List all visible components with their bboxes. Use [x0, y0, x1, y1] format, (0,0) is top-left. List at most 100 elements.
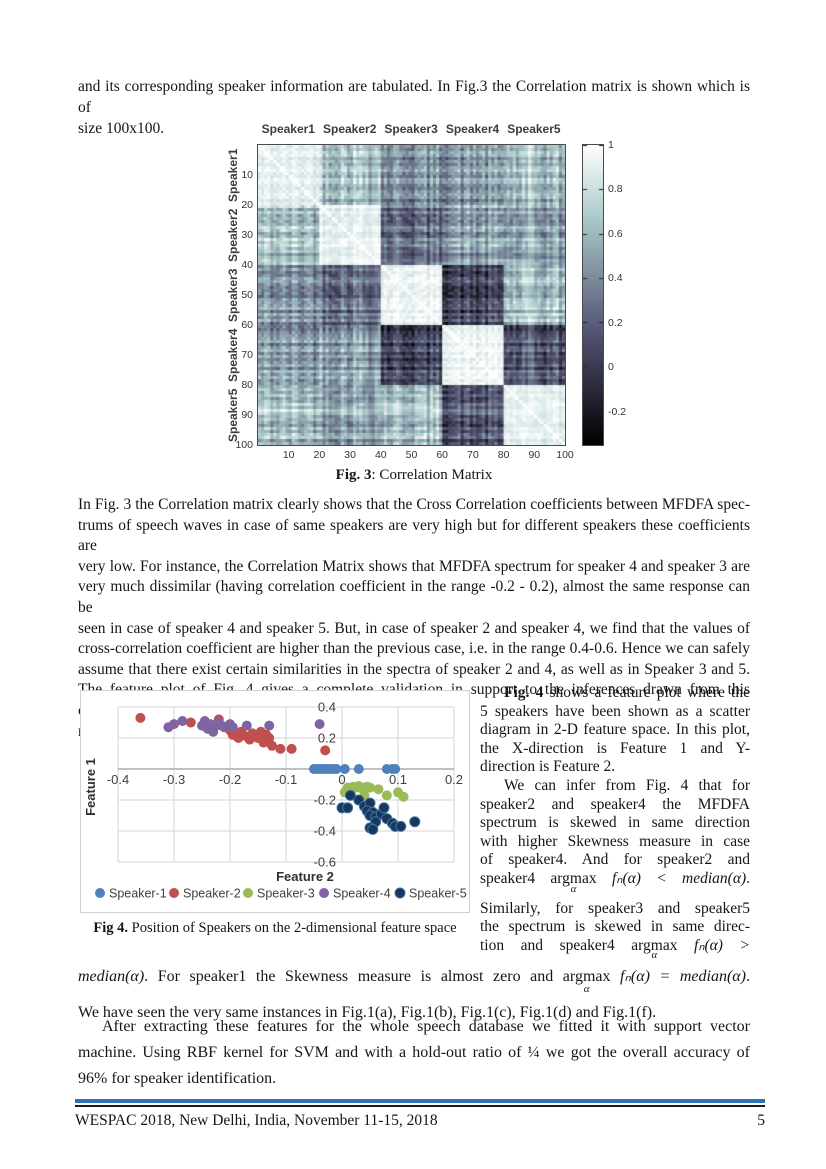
- data-point: [395, 820, 407, 832]
- text-line: machine. Using RBF kernel for SVM and wi…: [78, 1044, 750, 1061]
- text-line: speaker2 and speaker4 the MFDFA: [480, 795, 750, 813]
- text-line: direction is Feature 2.: [480, 758, 616, 776]
- data-point: [286, 743, 297, 754]
- legend-label: Speaker-2: [183, 887, 241, 901]
- data-point: [367, 823, 379, 835]
- colorbar-tick-label: 1: [608, 139, 614, 151]
- heatmap-y-tick-label: 100: [235, 439, 253, 451]
- heatmap-x-tick-label: 50: [405, 449, 418, 461]
- y-tick-label: 0.2: [318, 731, 336, 746]
- data-point: [373, 784, 384, 795]
- heatmap-x-tick-label: 90: [528, 449, 541, 461]
- paragraph-figure4-discussion: Fig. 4 shows a feature plot where the 5 s…: [480, 684, 750, 966]
- legend-label: Speaker-5: [409, 887, 467, 901]
- data-point: [135, 712, 146, 723]
- text-line: We have seen the very same instances in …: [78, 1004, 657, 1021]
- colorbar-tick-label: 0: [608, 361, 614, 374]
- legend-label: Speaker-4: [333, 887, 391, 901]
- legend-label: Speaker-3: [257, 887, 315, 901]
- text-line: size 100x100.: [78, 120, 165, 137]
- data-point: [344, 789, 356, 801]
- math-expression: fₙ(α) < median(α): [596, 869, 747, 887]
- text-line: of speaker4. And for speaker2 and: [480, 851, 750, 869]
- heatmap-column-label: Speaker2: [323, 122, 377, 136]
- argmax-operator: argmax α: [550, 869, 597, 895]
- data-point: [169, 719, 179, 730]
- series-speaker-2: [135, 712, 331, 756]
- heatmap-x-tick-label: 20: [313, 449, 326, 461]
- text-line: assume that there exist certain similari…: [78, 660, 750, 678]
- figure-4-scatter-box: -0.4-0.3-0.2-0.100.10.20.40.20-0.2-0.4-0…: [80, 690, 470, 913]
- heatmap-column-label: Speaker1: [261, 122, 315, 136]
- feature-scatter-plot: -0.4-0.3-0.2-0.100.10.20.40.20-0.2-0.4-0…: [83, 700, 467, 901]
- figure-4-caption: Fig 4. Position of Speakers on the 2-dim…: [80, 920, 470, 937]
- heatmap-y-tick-label: 80: [241, 379, 253, 391]
- series-speaker-3: [339, 781, 409, 802]
- data-point: [339, 764, 350, 774]
- heatmap-y-tick-label: 90: [241, 409, 253, 421]
- x-tick-label: -0.1: [275, 772, 297, 787]
- heatmap-x-tick-label: 80: [497, 449, 510, 461]
- heatmap-column-label: Speaker3: [384, 122, 438, 136]
- math-expression: fₙ(α) = median(α): [610, 968, 746, 985]
- colorbar-canvas: [582, 144, 604, 446]
- x-tick-label: 0.1: [389, 772, 407, 787]
- data-point: [320, 745, 331, 756]
- math-expression: fₙ(α) >: [677, 936, 750, 954]
- data-point: [331, 764, 342, 774]
- legend-marker: [243, 888, 253, 898]
- y-tick-label: -0.6: [314, 855, 336, 870]
- figure-3-caption-text: : Correlation Matrix: [371, 467, 493, 483]
- series-speaker-4: [163, 716, 325, 737]
- text-line: diagram in 2-D feature space. In this pl…: [480, 721, 750, 739]
- heatmap-x-tick-label: 60: [436, 449, 449, 461]
- data-point: [267, 740, 277, 751]
- series-speaker-1: [309, 764, 401, 774]
- argmax-operator: argmax α: [631, 936, 678, 962]
- data-point: [275, 743, 286, 754]
- data-point: [381, 790, 392, 801]
- colorbar-tick-label: 0.4: [608, 272, 623, 285]
- text-line: the spectrum is skewed in same direc-: [480, 918, 750, 936]
- argmax-operator: argmax α: [562, 968, 611, 995]
- figure-3-caption: Fig. 3: Correlation Matrix: [78, 467, 750, 484]
- heatmap-y-tick-label: 20: [241, 199, 253, 211]
- x-axis-title: Feature 2: [276, 869, 334, 884]
- data-point: [390, 764, 401, 774]
- data-point: [264, 720, 275, 731]
- colorbar-tick-label: 0.8: [608, 183, 623, 196]
- heatmap-column-label: Speaker5: [507, 122, 561, 136]
- paragraph-svm-result: After extracting these features for the …: [78, 1014, 750, 1092]
- text-line: 96% for speaker identification.: [78, 1070, 277, 1087]
- data-point: [398, 791, 409, 802]
- text-line: After extracting these features for the …: [102, 1018, 750, 1035]
- footer-accent-rule: [75, 1099, 765, 1103]
- correlation-heatmap-canvas: [257, 144, 566, 446]
- footer-thin-rule: [75, 1105, 765, 1107]
- footer-page-number: 5: [757, 1111, 765, 1129]
- text-line: median(α). For speaker1 the Skewness mea…: [78, 964, 750, 995]
- text-line: We can infer from Fig. 4 that for: [504, 776, 750, 794]
- paragraph-median-line: median(α). For speaker1 the Skewness mea…: [78, 964, 750, 1025]
- colorbar-tick-label: -0.2: [608, 405, 627, 418]
- text-line: very low. For instance, the Correlation …: [78, 557, 750, 575]
- text-line: In Fig. 3 the Correlation matrix clearly…: [78, 496, 750, 513]
- text-line: cross-correlation coefficient are higher…: [78, 640, 750, 658]
- text-line: trums of speech waves in case of same sp…: [78, 516, 750, 555]
- legend-marker: [319, 888, 329, 898]
- heatmap-x-tick-label: 100: [556, 449, 574, 461]
- y-tick-label: -0.2: [314, 793, 336, 808]
- text-line: very much dissimilar (having correlation…: [78, 578, 750, 616]
- data-point: [314, 719, 325, 730]
- heatmap-y-tick-label: 10: [241, 169, 253, 181]
- scatter-legend: Speaker-1 Speaker-2 Speaker-3 Speaker-4 Spea…: [95, 887, 467, 901]
- data-point: [409, 816, 421, 828]
- x-tick-label: -0.4: [107, 772, 129, 787]
- scatter-tick-labels: -0.4-0.3-0.2-0.100.10.20.40.20-0.2-0.4-0…: [107, 700, 463, 870]
- data-point: [378, 802, 390, 814]
- text-line: and its corresponding speaker informatio…: [78, 78, 750, 116]
- y-tick-label: -0.4: [314, 824, 336, 839]
- data-point: [353, 764, 364, 774]
- heatmap-y-tick-label: 50: [241, 289, 253, 301]
